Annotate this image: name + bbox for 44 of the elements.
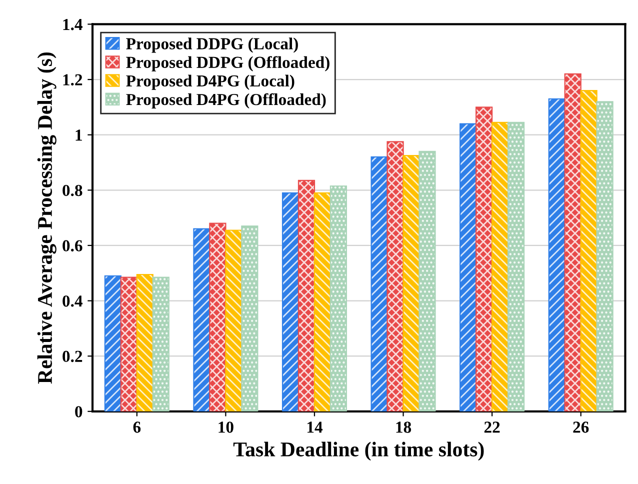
bar bbox=[104, 275, 122, 412]
bar bbox=[418, 150, 436, 412]
bar bbox=[241, 226, 258, 412]
x-tick-label: 18 bbox=[396, 422, 412, 433]
bar bbox=[314, 192, 332, 412]
y-tick-label: 0 bbox=[75, 406, 82, 418]
legend-label: Proposed DDPG (Offloaded) bbox=[126, 56, 330, 72]
bar bbox=[330, 185, 347, 412]
bar bbox=[580, 90, 598, 412]
bar bbox=[225, 230, 242, 412]
x-axis-title: Task Deadline (in time slots) bbox=[233, 442, 484, 461]
x-tick-label: 10 bbox=[218, 422, 234, 433]
y-tick-label: 1 bbox=[76, 130, 82, 141]
x-tick-label: 14 bbox=[307, 422, 323, 433]
bar bbox=[370, 156, 388, 412]
y-tick-label: 0.6 bbox=[62, 240, 82, 252]
bar bbox=[507, 122, 525, 412]
y-tick-label: 0.4 bbox=[62, 295, 82, 307]
x-tick-label: 22 bbox=[484, 422, 500, 433]
bar bbox=[136, 274, 154, 412]
bar bbox=[402, 155, 420, 412]
x-tick-label: 26 bbox=[573, 422, 589, 433]
bar bbox=[282, 192, 300, 412]
bar bbox=[476, 106, 493, 412]
bar bbox=[298, 180, 316, 412]
legend-label: Proposed D4PG (Offloaded) bbox=[126, 93, 326, 109]
y-tick-label: 0.8 bbox=[62, 184, 82, 196]
bar bbox=[596, 101, 614, 412]
bar bbox=[193, 228, 210, 412]
bar bbox=[209, 222, 226, 412]
bar bbox=[120, 276, 138, 412]
bar bbox=[460, 123, 477, 412]
y-tick-label: 1.4 bbox=[63, 18, 82, 30]
y-axis-title: Relative Average Processing Delay (s) bbox=[37, 52, 56, 384]
bar bbox=[564, 73, 582, 412]
y-tick-label: 1.2 bbox=[63, 74, 82, 86]
bar bbox=[152, 276, 170, 412]
y-tick-label: 0.2 bbox=[62, 350, 82, 362]
x-tick-label: 6 bbox=[133, 422, 141, 433]
bar bbox=[492, 122, 509, 412]
bar bbox=[548, 98, 566, 412]
legend-label: Proposed D4PG (Local) bbox=[126, 74, 294, 90]
legend-label: Proposed DDPG (Local) bbox=[126, 38, 298, 53]
bar bbox=[386, 141, 404, 412]
